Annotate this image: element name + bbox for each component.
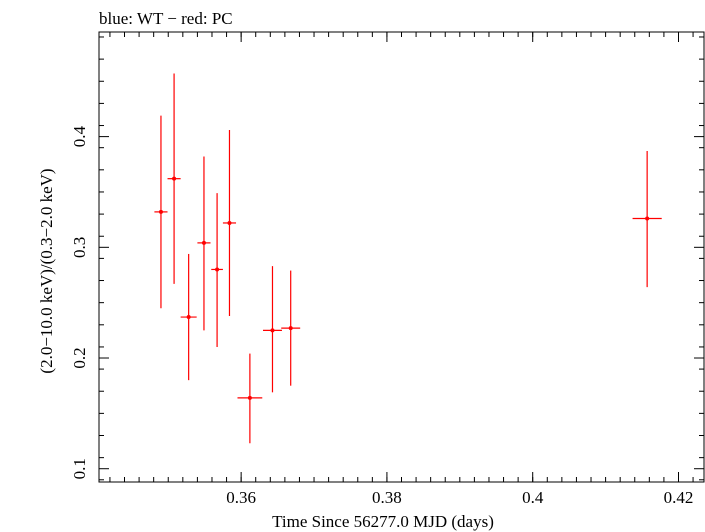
data-point: [215, 267, 220, 272]
data-point: [158, 209, 163, 214]
data-point: [270, 328, 275, 333]
chart-title: blue: WT − red: PC: [99, 9, 233, 28]
y-axis-label: (2.0−10.0 keV)/(0.3−2.0 keV): [37, 168, 56, 373]
data-point: [201, 240, 206, 245]
y-tick-label: 0.1: [70, 458, 89, 479]
x-axis-label: Time Since 56277.0 MJD (days): [272, 512, 494, 531]
plot-frame: [98, 31, 705, 483]
x-tick-label: 0.36: [226, 488, 256, 507]
data-point: [186, 315, 191, 320]
y-tick-label: 0.3: [70, 237, 89, 258]
x-tick-label: 0.38: [372, 488, 402, 507]
x-tick-label: 0.42: [664, 488, 694, 507]
y-tick-label: 0.2: [70, 347, 89, 368]
data-point: [227, 220, 232, 225]
data-point: [247, 395, 252, 400]
data-point: [288, 326, 293, 331]
data-point: [645, 216, 650, 221]
axis-ticks: 0.36 0.38 0.4 0.42 0.1 0.2 0.3 0.4: [70, 32, 704, 507]
y-tick-label: 0.4: [70, 125, 89, 147]
data-points: [154, 73, 662, 444]
data-point: [172, 176, 177, 181]
x-tick-label: 0.4: [522, 488, 544, 507]
